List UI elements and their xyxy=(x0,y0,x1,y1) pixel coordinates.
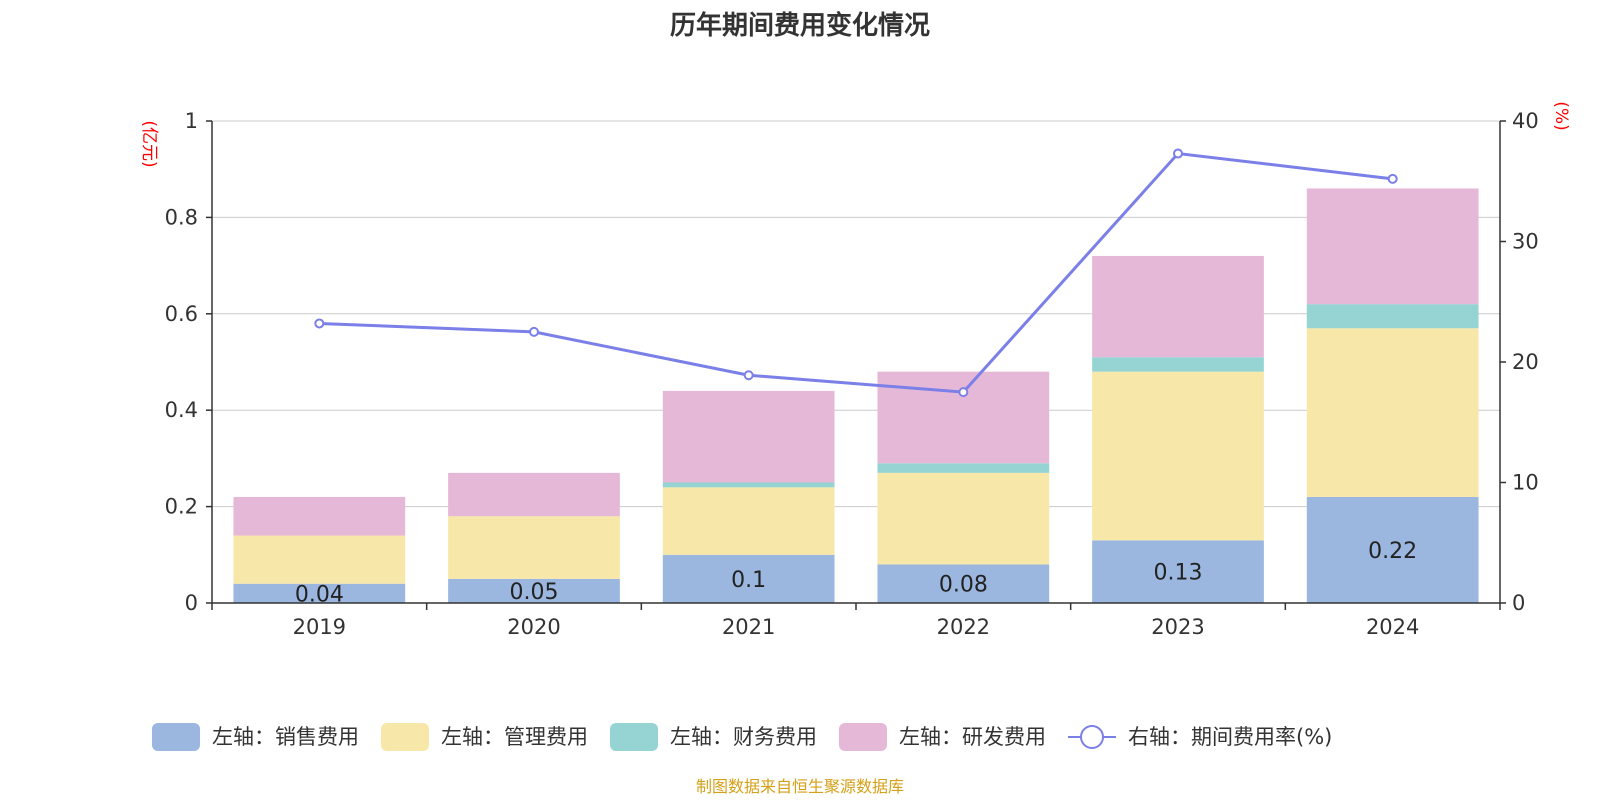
bar xyxy=(233,496,406,536)
legend-label: 左轴：管理费用 xyxy=(441,725,588,749)
legend-swatch xyxy=(610,723,658,751)
line-point xyxy=(958,387,969,398)
right-axis-tick-label: 20 xyxy=(1512,350,1539,374)
bar-data-label: 0.13 xyxy=(1154,561,1203,586)
bar xyxy=(1092,540,1264,603)
bar xyxy=(448,578,620,603)
bar-series xyxy=(233,188,1479,603)
bar xyxy=(662,390,835,483)
bar xyxy=(877,371,1050,464)
legend-swatch xyxy=(839,723,887,751)
line-point xyxy=(529,326,539,337)
bar xyxy=(662,487,835,555)
line-point xyxy=(1387,173,1398,184)
bar-data-label: 0.04 xyxy=(295,582,344,607)
bar xyxy=(1306,496,1479,603)
x-axis-tick-label: 2022 xyxy=(937,615,990,639)
bar xyxy=(448,472,620,517)
bar-data-label: 0.1 xyxy=(731,568,766,593)
bar xyxy=(1092,371,1264,541)
bar xyxy=(1306,328,1479,497)
left-axis-tick-label: 0.6 xyxy=(165,302,198,326)
rate-line xyxy=(319,151,1393,394)
grid-lines xyxy=(212,120,1500,508)
right-axis-unit: (%) xyxy=(1551,101,1571,130)
bar-data-label: 0.08 xyxy=(939,573,988,598)
legend-swatch xyxy=(381,723,429,751)
bar xyxy=(233,535,406,584)
bar xyxy=(1306,188,1479,305)
legend-label: 右轴：期间费用率(%) xyxy=(1128,725,1332,749)
right-axis-tick-label: 0 xyxy=(1512,591,1525,615)
bar xyxy=(1092,357,1264,372)
bar xyxy=(448,516,620,579)
bar xyxy=(877,472,1050,565)
left-axis-tick-label: 1 xyxy=(185,109,198,133)
line-point xyxy=(743,370,754,381)
left-axis-unit: (亿元) xyxy=(139,120,159,167)
right-axis-tick-label: 30 xyxy=(1512,230,1539,254)
bar xyxy=(877,564,1050,603)
line-series xyxy=(314,148,1398,398)
legend: 左轴：销售费用 左轴：管理费用 左轴：财务费用 左轴：研发费用 右轴：期间费用率(%) xyxy=(152,723,1332,751)
bar-data-label: 0.05 xyxy=(510,580,559,605)
legend-marker xyxy=(1080,725,1104,749)
bar-data-label: 0.22 xyxy=(1368,539,1417,564)
data-labels: 0.04 0.05 0.1 0.08 0.13 0.22 xyxy=(295,539,1417,607)
bar xyxy=(877,463,1050,473)
bar xyxy=(1306,304,1479,329)
line-point xyxy=(314,318,325,329)
x-axis-tick-label: 2024 xyxy=(1366,615,1419,639)
right-axis-tick-label: 40 xyxy=(1512,109,1539,133)
line-point xyxy=(1173,148,1183,159)
left-axis-tick-label: 0 xyxy=(185,591,198,615)
left-axis-tick-label: 0.4 xyxy=(165,398,198,422)
bar xyxy=(662,554,835,603)
legend-label: 左轴：研发费用 xyxy=(899,725,1046,749)
legend-label: 左轴：销售费用 xyxy=(212,725,359,749)
x-axis-tick-label: 2021 xyxy=(722,615,775,639)
left-axis-tick-label: 0.2 xyxy=(165,495,198,519)
source-note: 制图数据来自恒生聚源数据库 xyxy=(696,777,904,796)
bar xyxy=(662,482,835,488)
legend-swatch xyxy=(152,723,200,751)
bar xyxy=(233,583,406,603)
x-axis-tick-label: 2023 xyxy=(1151,615,1204,639)
bar xyxy=(1092,255,1264,358)
x-axis-tick-label: 2019 xyxy=(293,615,346,639)
chart-title: 历年期间费用变化情况 xyxy=(670,10,930,41)
right-axis-tick-label: 10 xyxy=(1512,471,1539,495)
left-axis-tick-label: 0.8 xyxy=(165,205,198,229)
legend-label: 左轴：财务费用 xyxy=(670,725,817,749)
x-axis-tick-label: 2020 xyxy=(507,615,560,639)
